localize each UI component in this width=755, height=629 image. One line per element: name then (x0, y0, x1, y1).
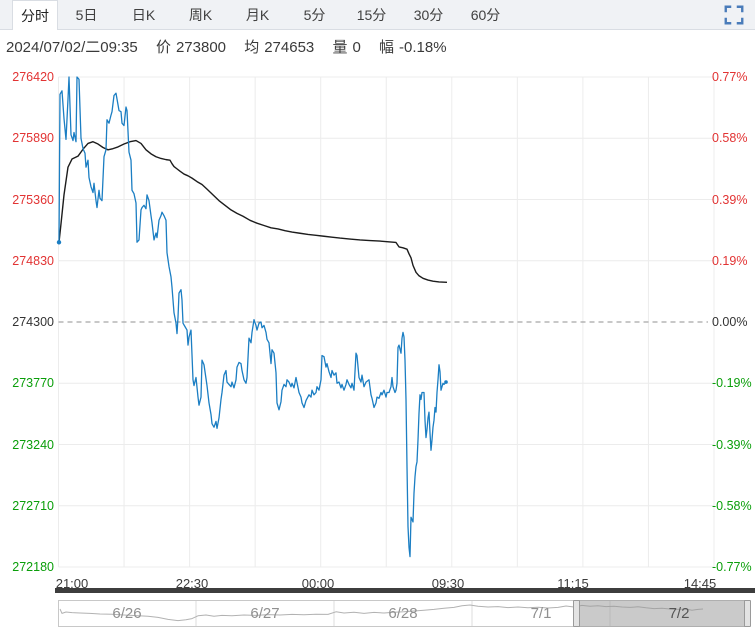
change-label: 幅 (378, 39, 394, 56)
y-axis-left-label: 272710 (12, 498, 54, 513)
period-tabs: 分时 5日 日K 周K 月K 5分 15分 30分 60分 (0, 0, 514, 30)
y-axis-right-label: 0.00% (712, 315, 748, 329)
quote-datetime: 2024/07/02/二09:35 (6, 39, 138, 56)
x-axis-label: 22:30 (175, 576, 209, 591)
y-axis-right-label: -0.77% (712, 560, 752, 574)
navigator-selection[interactable] (576, 600, 748, 627)
navigator-day-7-1[interactable]: 7/1 (530, 605, 552, 622)
y-axis-left-label: 274830 (12, 253, 54, 268)
y-axis-left-label: 275360 (12, 192, 54, 207)
x-axis-label: 09:30 (431, 576, 465, 591)
x-axis-label: 21:00 (55, 576, 89, 591)
y-axis-right-label: 0.58% (712, 131, 748, 146)
tab-1-active[interactable]: 分时 (12, 0, 58, 30)
y-axis-right-label: 0.77% (712, 70, 748, 84)
y-axis-right-label: -0.39% (712, 437, 752, 452)
y-axis-left-label: 272180 (12, 560, 54, 574)
x-axis-label: 14:45 (683, 576, 717, 591)
y-axis-left-label: 274300 (12, 315, 54, 329)
navigator-day-6-26[interactable]: 6/26 (112, 605, 142, 622)
change-value: -0.18% (399, 39, 447, 56)
tab-6[interactable]: 5分 (303, 6, 326, 23)
navigator-day-6-27[interactable]: 6/27 (250, 605, 280, 622)
tab-9[interactable]: 60分 (470, 6, 501, 23)
fullscreen-button[interactable] (723, 0, 745, 29)
y-axis-left-label: 276420 (12, 70, 54, 84)
average-label: 均 (244, 39, 260, 56)
y-axis-right-label: -0.58% (712, 498, 752, 513)
volume-value: 0 (352, 39, 361, 56)
navigator-day-7-2[interactable]: 7/2 (668, 605, 690, 622)
range-track-bar[interactable] (55, 588, 755, 593)
y-axis-left-label: 273770 (12, 376, 54, 391)
fullscreen-icon (724, 5, 744, 24)
price-label: 价 (155, 39, 171, 56)
tab-3[interactable]: 日K (131, 6, 156, 23)
tab-7[interactable]: 15分 (356, 6, 387, 23)
tab-4[interactable]: 周K (188, 6, 213, 23)
x-axis-label: 00:00 (301, 576, 335, 591)
navigator-day-6-28[interactable]: 6/28 (388, 605, 418, 622)
y-axis-right-label: -0.19% (712, 376, 752, 391)
y-axis-right-label: 0.39% (712, 192, 748, 207)
average-value: 274653 (264, 39, 315, 56)
tab-8[interactable]: 30分 (413, 6, 444, 23)
navigator-right-handle[interactable] (744, 600, 751, 627)
y-axis-left-label: 275890 (12, 131, 54, 146)
y-axis-left-label: 273240 (12, 437, 54, 452)
period-tab-bar: 分时 5日 日K 周K 月K 5分 15分 30分 60分 (0, 0, 755, 30)
y-axis-right-label: 0.19% (712, 253, 748, 268)
tab-5[interactable]: 月K (245, 6, 270, 23)
volume-label: 量 (332, 39, 348, 56)
tab-2[interactable]: 5日 (75, 6, 98, 23)
x-axis-label: 11:15 (557, 576, 589, 591)
price-value: 273800 (175, 39, 227, 56)
navigator-left-handle[interactable] (572, 600, 580, 627)
